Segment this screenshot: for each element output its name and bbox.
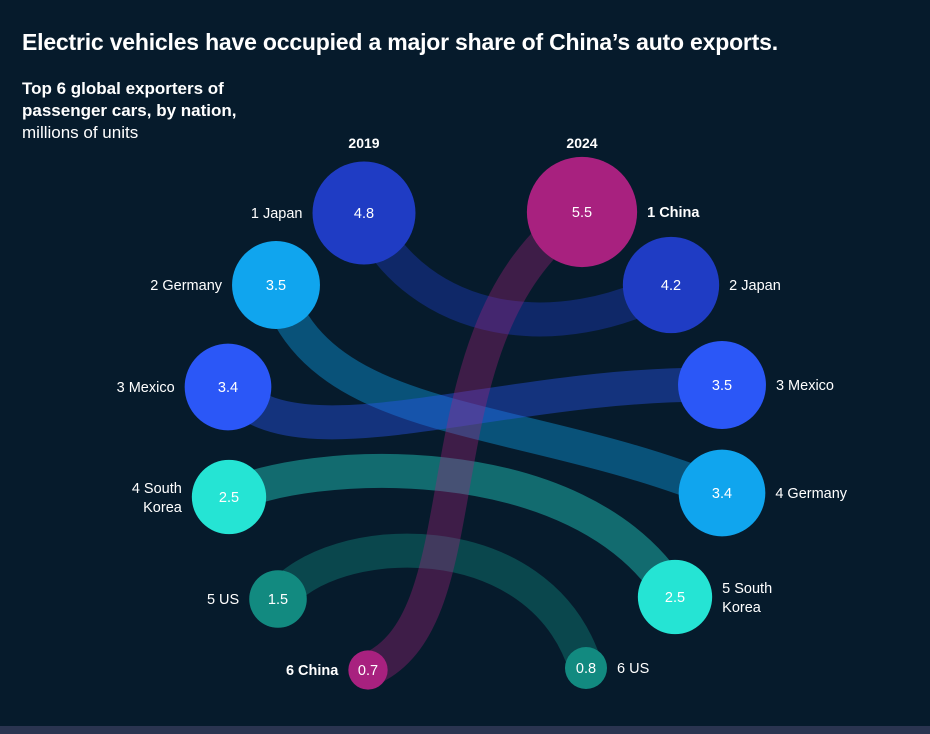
value-label-japan-2019: 4.8	[354, 206, 374, 222]
rank-label-us-2019: 5 US	[207, 592, 239, 608]
chart-title: Electric vehicles have occupied a major …	[22, 29, 778, 55]
node-china-2019	[348, 650, 388, 690]
node-mexico-2019	[184, 343, 272, 431]
link-mexico	[211, 367, 739, 440]
node-china-2024	[526, 156, 638, 268]
node-us-2019	[249, 570, 307, 628]
node-japan-2024	[622, 236, 720, 334]
value-label-japan-2024: 4.2	[661, 278, 681, 294]
rank-label-mexico-2019: 3 Mexico	[117, 380, 175, 396]
rank-label-china-2024: 1 China	[647, 205, 700, 221]
rank-label-mexico-2024: 3 Mexico	[776, 378, 834, 394]
value-label-south-korea-2024: 2.5	[665, 590, 685, 606]
node-germany-2019	[232, 241, 320, 329]
value-label-china-2019: 0.7	[358, 663, 378, 679]
rank-label-japan-2019: 1 Japan	[251, 206, 303, 222]
link-germany	[259, 268, 739, 510]
subtitle-text: Top 6 global exporters of passenger cars…	[22, 79, 237, 120]
rank-label-china-2019: 6 China	[286, 663, 339, 679]
unit-label: millions of units	[22, 123, 139, 142]
rank-label-south-korea-2019: 4 South Korea	[132, 481, 183, 516]
value-label-south-korea-2019: 2.5	[219, 490, 239, 506]
node-south-korea-2024	[637, 559, 713, 635]
value-label-mexico-2019: 3.4	[218, 380, 238, 396]
value-label-germany-2024: 3.4	[712, 486, 732, 502]
node-germany-2024	[678, 449, 766, 537]
rank-label-germany-2024: 4 Germany	[775, 486, 847, 502]
value-label-us-2019: 1.5	[268, 592, 288, 608]
year-label-2019: 2019	[348, 135, 379, 151]
rank-label-germany-2019: 2 Germany	[150, 278, 222, 294]
node-mexico-2024	[678, 341, 766, 429]
value-label-us-2024: 0.8	[576, 661, 596, 677]
link-china	[351, 195, 599, 687]
link-us	[261, 533, 603, 685]
value-label-china-2024: 5.5	[572, 205, 592, 221]
node-japan-2019	[312, 161, 416, 265]
bottom-bar	[0, 726, 930, 734]
links	[211, 195, 739, 687]
chart-subtitle: Top 6 global exporters of passenger cars…	[22, 78, 282, 144]
value-label-mexico-2024: 3.5	[712, 378, 732, 394]
link-south-korea	[212, 453, 692, 614]
node-us-2024	[564, 646, 608, 690]
node-south-korea-2019	[191, 459, 267, 535]
value-label-germany-2019: 3.5	[266, 278, 286, 294]
rank-label-south-korea-2024: 5 South Korea	[722, 581, 772, 616]
year-label-2024: 2024	[566, 135, 597, 151]
rank-label-us-2024: 6 US	[617, 661, 649, 677]
rank-label-japan-2024: 2 Japan	[729, 278, 781, 294]
